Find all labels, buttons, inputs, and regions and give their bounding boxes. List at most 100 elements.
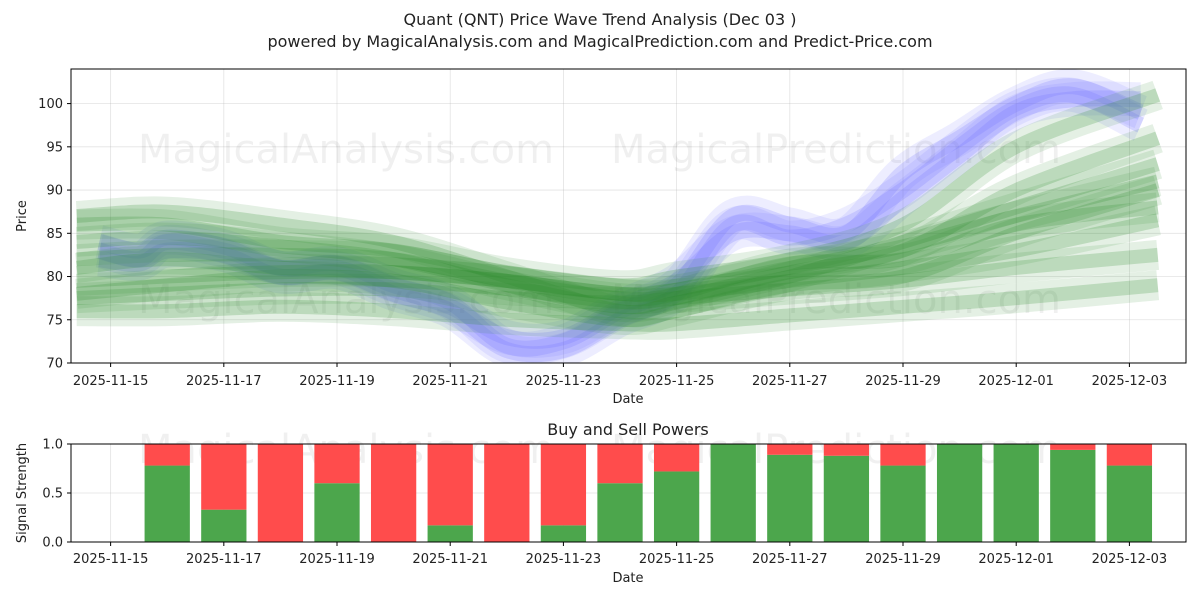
price-y-tick-label: 85 (46, 227, 63, 242)
sell-bar-2025-12-02 (1050, 444, 1096, 450)
price-chart-frame (70, 68, 1187, 364)
series-band-forecast-5 (75, 205, 1161, 311)
power-y-tick-label: 1.0 (42, 438, 63, 453)
price-x-tick-label: 2025-12-03 (1092, 374, 1168, 389)
buy-bar-2025-11-26 (710, 444, 756, 542)
power-chart-x-axis: 2025-11-15 2025-11-17 2025-11-19 2025-11-21… (73, 542, 1167, 567)
buy-bar-2025-11-25 (653, 471, 700, 542)
price-x-tick-label: 2025-11-19 (299, 374, 375, 389)
sell-bar-2025-11-28 (823, 444, 870, 456)
sell-bar-2025-12-03 (1106, 444, 1153, 466)
buy-bar-2025-11-29 (880, 465, 926, 542)
buy-bar-2025-11-19 (314, 483, 360, 542)
sell-bar-2025-11-23 (540, 444, 587, 526)
series-band-forecast-4 (75, 192, 1160, 315)
sell-bar-2025-11-20 (370, 444, 417, 542)
buy-bar-2025-12-01 (993, 444, 1039, 542)
price-x-tick-label: 2025-11-29 (865, 374, 941, 389)
price-chart-y-label: Price (15, 200, 30, 232)
power-x-tick-label: 2025-11-25 (639, 552, 715, 567)
power-x-tick-label: 2025-11-17 (186, 552, 262, 567)
price-y-tick-label: 70 (46, 357, 63, 372)
series-line-forecast-9 (76, 88, 1161, 293)
buy-bar-2025-11-24 (597, 483, 643, 542)
watermark-analysis-top: MagicalAnalysis.com (138, 127, 554, 173)
power-x-tick-label: 2025-12-03 (1092, 552, 1168, 567)
sell-bar-2025-11-16 (144, 444, 190, 466)
price-y-tick-label: 95 (46, 140, 63, 155)
sell-bar-2025-11-24 (597, 444, 643, 484)
series-band-forecast-3 (75, 166, 1162, 310)
watermark-prediction-top: MagicalPrediction.com (611, 127, 1061, 173)
sell-bar-2025-11-25 (653, 444, 700, 472)
price-x-tick-label: 2025-12-01 (978, 374, 1054, 389)
power-y-tick-label: 0.0 (42, 536, 63, 551)
series-band-forecast-7 (76, 270, 1160, 340)
series-line-forecast-2 (76, 131, 1161, 315)
sell-bar-2025-11-27 (767, 444, 813, 455)
series-band-actual-3 (94, 81, 1141, 358)
price-y-tick-label: 100 (38, 97, 63, 112)
series-line-forecast-3 (75, 174, 1160, 302)
sell-bar-2025-11-18 (257, 444, 304, 542)
price-x-tick-label: 2025-11-27 (752, 374, 828, 389)
series-line-actual-2 (98, 86, 1145, 363)
price-chart-watermarks: MagicalAnalysis.com MagicalPrediction.co… (138, 127, 1061, 323)
series-band-actual-2 (96, 77, 1149, 363)
price-chart-x-axis: 2025-11-15 2025-11-17 2025-11-19 2025-11-21… (73, 363, 1167, 389)
sell-bar-2025-11-21 (427, 444, 473, 526)
series-line-forecast-7 (76, 278, 1159, 332)
price-series-group (75, 69, 1163, 363)
series-band-forecast-9 (76, 80, 1163, 301)
power-x-tick-label: 2025-11-15 (73, 552, 149, 567)
sell-bar-2025-11-19 (314, 444, 360, 484)
buy-bar-2025-11-28 (823, 455, 870, 542)
power-chart-y-label: Signal Strength (15, 443, 30, 543)
price-chart-subtitle: powered by MagicalAnalysis.com and Magic… (267, 32, 932, 51)
series-line-forecast-4 (76, 200, 1159, 307)
buy-bar-2025-11-17 (201, 509, 247, 542)
buy-bar-2025-11-27 (767, 454, 813, 542)
price-x-tick-label: 2025-11-21 (412, 374, 488, 389)
price-x-tick-label: 2025-11-23 (526, 374, 602, 389)
buy-bar-2025-12-02 (1050, 449, 1096, 542)
power-x-tick-label: 2025-11-29 (865, 552, 941, 567)
series-band-forecast-1 (75, 149, 1163, 328)
price-x-tick-label: 2025-11-15 (73, 374, 149, 389)
series-line-actual-3 (97, 90, 1141, 349)
series-band-forecast-2 (75, 124, 1163, 323)
series-line-forecast-6 (76, 247, 1159, 310)
power-x-tick-label: 2025-11-27 (752, 552, 828, 567)
sell-bar-2025-11-17 (201, 444, 247, 510)
watermark-analysis-bottom: MagicalAnalysis.com (138, 277, 554, 323)
power-chart-y-axis: 0.0 0.5 1.0 (42, 438, 71, 551)
power-x-tick-label: 2025-11-19 (299, 552, 375, 567)
buy-bar-2025-11-21 (427, 525, 473, 542)
power-x-tick-label: 2025-12-01 (978, 552, 1054, 567)
power-chart-x-label: Date (612, 571, 643, 586)
price-x-tick-label: 2025-11-25 (639, 374, 715, 389)
price-x-tick-label: 2025-11-17 (186, 374, 262, 389)
power-x-tick-label: 2025-11-23 (526, 552, 602, 567)
series-band-forecast-6 (76, 239, 1160, 318)
series-band-actual-1 (94, 69, 1148, 363)
power-chart-title: Buy and Sell Powers (547, 420, 709, 439)
power-y-tick-label: 0.5 (42, 487, 63, 502)
series-line-forecast-1 (76, 157, 1160, 320)
price-chart-y-axis: 70 75 80 85 90 95 100 (38, 97, 71, 372)
series-line-forecast-5 (76, 213, 1160, 303)
power-chart: Buy and Sell Powers MagicalAnalysis.com … (15, 420, 1187, 586)
watermark-prediction-bottom: MagicalPrediction.com (611, 277, 1061, 323)
power-x-tick-label: 2025-11-21 (412, 552, 488, 567)
series-line-actual-1 (97, 78, 1144, 357)
price-chart: Quant (QNT) Price Wave Trend Analysis (D… (15, 10, 1187, 407)
buy-bar-2025-11-23 (540, 525, 587, 542)
power-bars-group (144, 444, 1153, 542)
buy-bar-2025-11-16 (144, 465, 190, 542)
sell-bar-2025-11-29 (880, 444, 926, 466)
price-chart-title: Quant (QNT) Price Wave Trend Analysis (D… (404, 10, 797, 29)
price-y-tick-label: 90 (46, 184, 63, 199)
sell-bar-2025-11-22 (484, 444, 530, 542)
buy-bar-2025-11-30 (936, 444, 983, 542)
